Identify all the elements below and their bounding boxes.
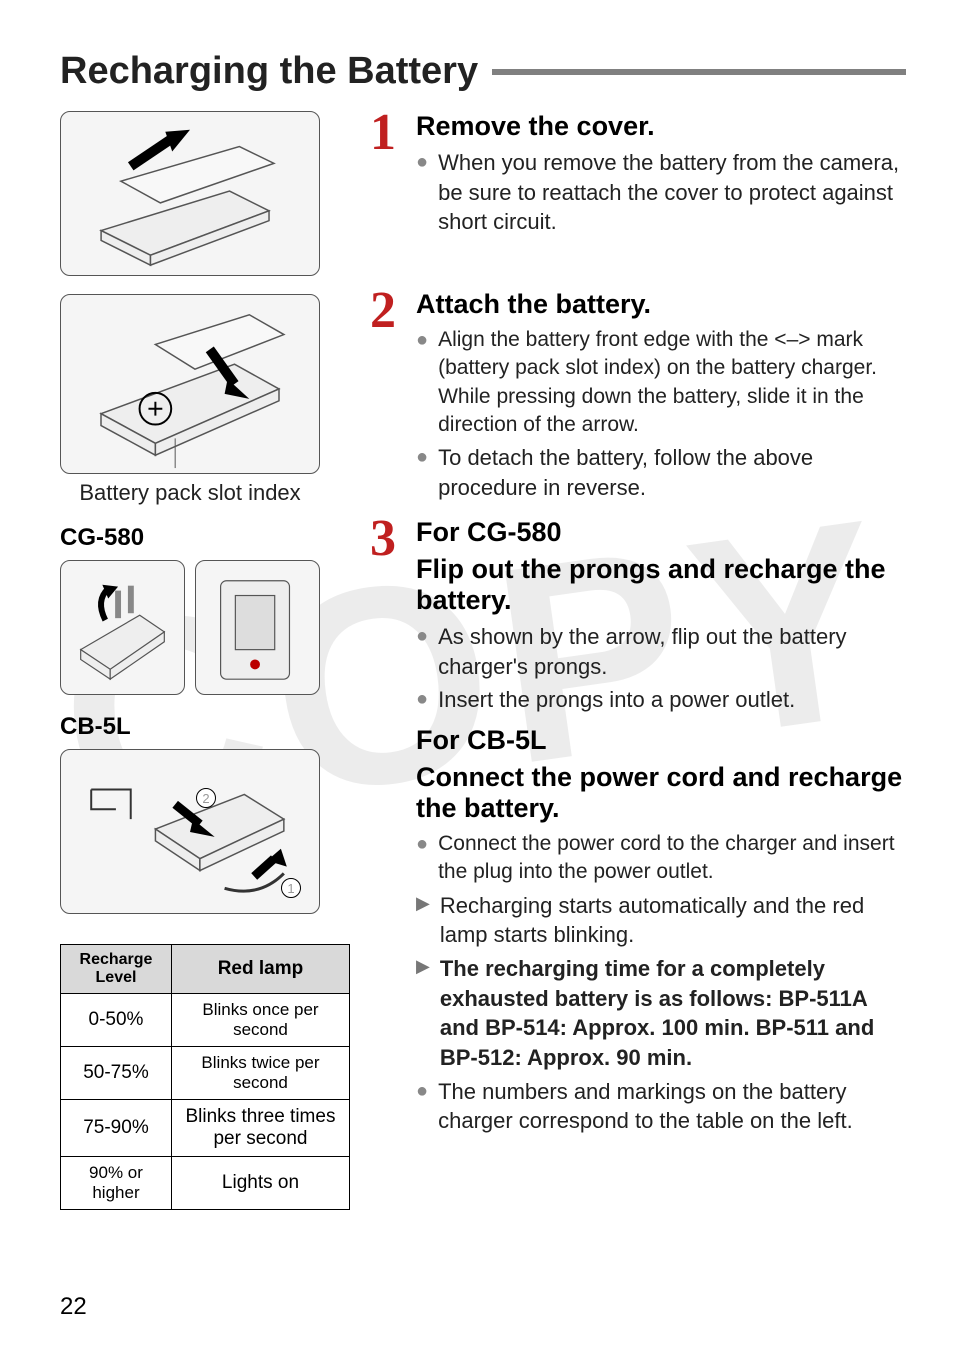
plugged-icon [196, 561, 319, 694]
cell: 0-50% [61, 994, 172, 1047]
bullet-text: The numbers and markings on the battery … [438, 1077, 906, 1136]
cell: 90% or higher [61, 1157, 172, 1210]
triangle-icon: ▶ [416, 891, 430, 950]
triangle-icon: ▶ [416, 954, 430, 1073]
step-number-3: 3 [370, 517, 404, 1140]
table-row: 90% or higher Lights on [61, 1157, 350, 1210]
title-rule [492, 69, 906, 75]
table-header-level: Recharge Level [61, 945, 172, 994]
step-3b-subheading: Connect the power cord and recharge the … [416, 762, 906, 824]
step-2-heading: Attach the battery. [416, 289, 906, 320]
cell: Lights on [171, 1157, 349, 1210]
title-row: Recharging the Battery [60, 50, 906, 93]
bullet: ● Insert the prongs into a power outlet. [416, 685, 906, 715]
bullet-icon: ● [416, 1077, 428, 1136]
bullet: ▶The recharging time for a completely ex… [416, 954, 906, 1073]
bullet-text: As shown by the arrow, flip out the batt… [438, 622, 906, 681]
illustration-remove-cover [60, 111, 320, 276]
bullet-text: Recharging starts automatically and the … [440, 891, 906, 950]
bullet-icon: ● [416, 622, 428, 681]
illustration-cg-prongs [60, 560, 185, 695]
cell: 50-75% [61, 1047, 172, 1100]
left-column: Battery pack slot index CG-580 [60, 111, 350, 1210]
illustration-cb-cord: 2 1 [60, 749, 320, 914]
cover-diagram-icon [61, 112, 319, 275]
table-row: 50-75% Blinks twice per second [61, 1047, 350, 1100]
bullet-text: Insert the prongs into a power outlet. [438, 685, 795, 715]
bullet: ●When you remove the battery from the ca… [416, 148, 906, 237]
cell: 75-90% [61, 1100, 172, 1157]
bullet: ●As shown by the arrow, flip out the bat… [416, 622, 906, 681]
illustration-cg-plugged [195, 560, 320, 695]
cell: Blinks three times per second [171, 1100, 349, 1157]
step-1-heading: Remove the cover. [416, 111, 906, 142]
cb-label: CB-5L [60, 713, 350, 741]
table-row: 75-90% Blinks three times per second [61, 1100, 350, 1157]
bullet-text: The recharging time for a completely exh… [440, 954, 906, 1073]
bullet-text: When you remove the battery from the cam… [438, 148, 906, 237]
bullet-icon: ● [416, 326, 428, 439]
prongs-icon [61, 561, 184, 694]
bullet-text: Connect the power cord to the charger an… [438, 830, 906, 887]
bullet-icon: ● [416, 443, 428, 502]
bullet: ●Align the battery front edge with the <… [416, 326, 906, 439]
bullet: ●Connect the power cord to the charger a… [416, 830, 906, 887]
bullet-icon: ● [416, 685, 428, 715]
cell: Blinks twice per second [171, 1047, 349, 1100]
illustration-attach-battery [60, 294, 320, 474]
step-3a-heading: For CG-580 [416, 517, 906, 548]
attach-diagram-icon [61, 295, 319, 473]
step-3b-heading: For CB-5L [416, 725, 906, 756]
recharge-table: Recharge Level Red lamp 0-50% Blinks onc… [60, 944, 350, 1210]
step-number-2: 2 [370, 289, 404, 507]
bullet: ▶Recharging starts automatically and the… [416, 891, 906, 950]
bullet: ●The numbers and markings on the battery… [416, 1077, 906, 1136]
step-number-1: 1 [370, 111, 404, 241]
page-number: 22 [60, 1293, 87, 1321]
step-1: 1 Remove the cover. ●When you remove the… [370, 111, 906, 241]
circle-number-1: 1 [281, 878, 301, 898]
circle-number-2: 2 [196, 788, 216, 808]
step-3a-subheading: Flip out the prongs and recharge the bat… [416, 554, 906, 616]
table-row: 0-50% Blinks once per second [61, 994, 350, 1047]
bullet-text: To detach the battery, follow the above … [438, 443, 906, 502]
page-title: Recharging the Battery [60, 50, 478, 93]
table-header-lamp: Red lamp [171, 945, 349, 994]
right-column: 1 Remove the cover. ●When you remove the… [370, 111, 906, 1210]
cg-label: CG-580 [60, 524, 350, 552]
bullet-icon: ● [416, 830, 428, 887]
slot-index-caption: Battery pack slot index [60, 480, 320, 506]
bullet: ●To detach the battery, follow the above… [416, 443, 906, 502]
cg-illustration-pair [60, 560, 350, 695]
bullet-icon: ● [416, 148, 428, 237]
cell: Blinks once per second [171, 994, 349, 1047]
bullet-text: Align the battery front edge with the <–… [438, 326, 906, 439]
step-3: 3 For CG-580 Flip out the prongs and rec… [370, 517, 906, 1140]
step-2: 2 Attach the battery. ●Align the battery… [370, 289, 906, 507]
